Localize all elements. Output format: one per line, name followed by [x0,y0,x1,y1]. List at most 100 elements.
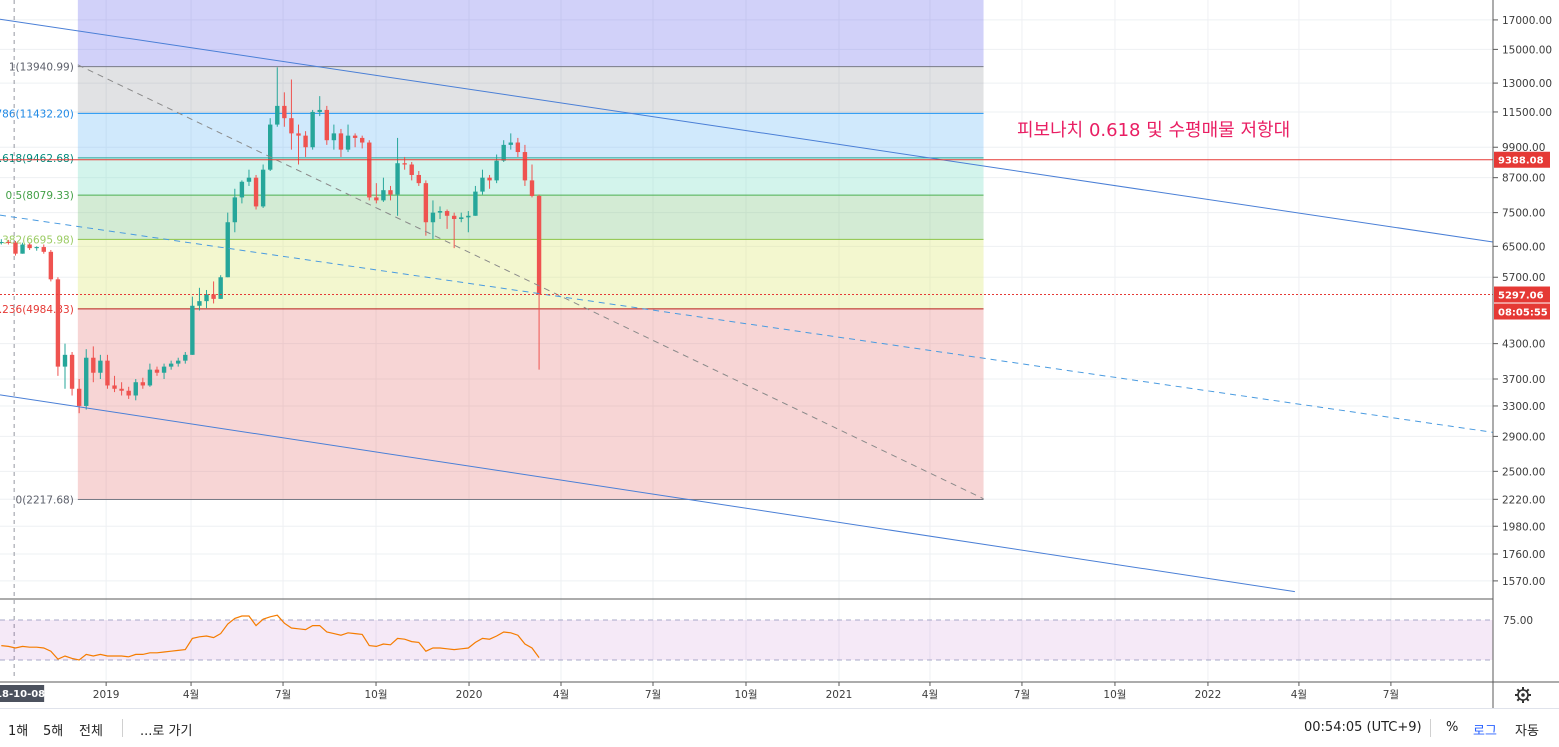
fibonacci-retracement[interactable]: 1(13940.99) 0.786(11432.20) 0.618(9462.68)… [0,0,984,680]
range-5y-button[interactable]: 5해 [43,724,64,739]
candle-body [20,244,25,254]
candle-body [126,390,131,396]
candle-body [359,137,365,143]
price-tick-label: 2500.00 [1502,466,1545,478]
time-tick-label: 4월 [553,689,569,701]
time-tick-label: 7월 [1014,689,1030,701]
clock-timezone[interactable]: 00:54:05 (UTC+9) [1304,720,1422,735]
candle-body [303,135,308,148]
candlestick-series [0,67,542,414]
price-tick-label: 6500.00 [1502,241,1545,253]
price-tick-label: 1570.00 [1502,576,1545,588]
price-badge-label[interactable]: 5297.06 [1498,291,1544,302]
trend-line[interactable] [77,64,984,500]
trend-line[interactable] [0,394,1295,593]
time-tick-label: 10월 [1103,689,1126,701]
candle-body [246,177,252,182]
price-tick-label: 1980.00 [1502,521,1545,533]
time-tick-label: 2022 [1195,689,1222,701]
candle-body [55,279,61,367]
rsi-pane: 75.00 [0,598,1533,661]
price-badge-label[interactable]: 9388.08 [1498,156,1544,167]
price-badge-label[interactable]: 08:05:55 [1498,308,1548,319]
price-badge[interactable] [1494,286,1550,303]
candle-body [260,169,266,207]
log-scale-toggle[interactable]: 로그 [1473,724,1497,739]
time-tick-label: 4월 [1291,689,1307,701]
fib-level-label: 1(13940.99) [9,62,74,74]
gear-icon[interactable] [1515,687,1531,703]
candle-body [402,163,407,165]
rsi-line [1,614,540,661]
candle-body [416,174,421,184]
price-tick-label: 5700.00 [1502,272,1545,284]
candle-body [310,111,315,148]
auto-scale-toggle[interactable]: 자동 [1515,724,1539,739]
trend-lines[interactable] [0,18,1494,593]
price-badge[interactable] [1494,303,1550,320]
fib-level-label: 0.5(8079.33) [6,190,74,202]
candle-body [168,363,174,367]
fib-level-label: 0(2217.68) [16,495,74,507]
candle-body [232,197,238,223]
fib-level-label: 0.786(11432.20) [0,108,74,120]
fib-zone-top [77,0,984,67]
candle-body [98,360,103,373]
price-chart[interactable]: 1(13940.99) 0.786(11432.20) 0.618(9462.68)… [0,0,1559,708]
fib-level-label: 0.236(4984.33) [0,304,74,316]
range-1y-button[interactable]: 1해 [8,724,29,739]
candle-body [338,133,344,150]
candle-body [451,215,457,219]
candle-body [508,142,513,145]
price-tick-label: 13000.00 [1502,78,1552,90]
candle-body [161,366,167,373]
price-tick-label: 1760.00 [1502,549,1545,561]
candle-body [147,369,153,386]
candle-body [48,251,54,280]
time-axis[interactable]: 2019 4월 7월 10월 2020 4월 7월 10월 2021 4월 7월 10월 2022 4월 7… [0,681,1559,702]
time-tick-label: 2021 [826,689,853,701]
candle-body [119,388,124,391]
candle-body [275,105,280,125]
time-tick-label: 2020 [456,689,483,701]
crosshair-date-badge [0,685,45,702]
fib-zone [77,113,984,158]
chart-annotation[interactable]: 피보나치 0.618 및 수평매물 저항대 [1017,120,1290,141]
candle-body [494,160,499,181]
candle-body [522,152,528,181]
goto-date-button[interactable]: ...로 가기 [140,724,193,739]
price-axis[interactable]: 17000.00 15000.00 13000.00 11500.00 9900.00 8… [1492,0,1552,708]
fib-zone [77,195,984,240]
percent-toggle[interactable]: % [1446,720,1459,735]
trend-line[interactable] [0,214,1494,433]
time-tick-label: 10월 [365,689,388,701]
candle-body [69,354,75,389]
candle-body [13,242,18,254]
time-tick-label: 7월 [275,689,291,701]
candle-body [437,211,443,213]
candle-body [480,177,485,192]
candle-body [140,382,146,386]
price-tick-label: 2220.00 [1502,494,1545,506]
candle-body [253,177,259,207]
range-all-button[interactable]: 전체 [79,724,103,739]
candle-body [296,133,301,136]
crosshair-date-label: 2018-10-08 [0,689,45,700]
candle-body [218,277,223,299]
trend-line[interactable] [0,18,1494,243]
price-tick-label: 15000.00 [1502,44,1552,56]
candle-body [154,369,160,373]
candle-body [225,222,230,278]
candle-body [27,244,32,249]
candle-body [345,135,351,150]
candle-body [268,124,273,170]
time-tick-label: 7월 [1383,689,1399,701]
candle-body [6,242,11,244]
price-badge[interactable] [1494,151,1550,168]
candle-body [197,301,202,306]
candle-body [317,109,322,112]
price-tick-label: 4300.00 [1502,339,1545,351]
candle-body [374,197,379,201]
price-tick-label: 11500.00 [1502,107,1552,119]
candle-body [536,195,542,295]
